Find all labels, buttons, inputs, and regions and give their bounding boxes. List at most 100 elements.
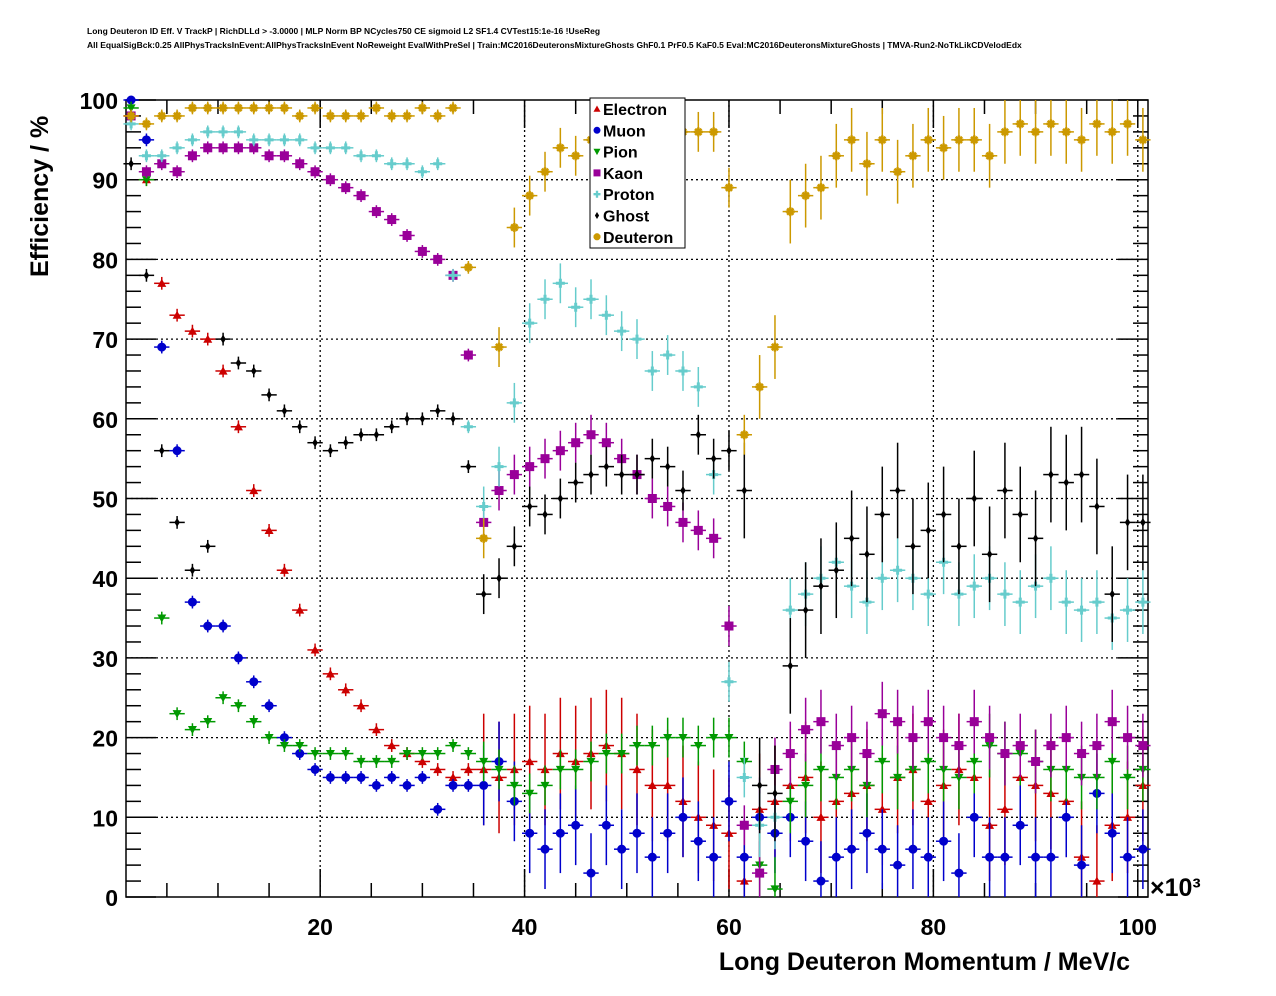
data-point	[644, 438, 660, 479]
data-point	[154, 109, 170, 123]
data-point	[797, 562, 814, 658]
circle-marker	[356, 772, 366, 782]
data-point	[338, 747, 354, 760]
data-point	[920, 817, 936, 897]
data-point	[981, 506, 998, 603]
cross-marker	[632, 334, 642, 344]
data-point	[338, 436, 354, 450]
triangle-down-marker	[893, 773, 903, 782]
cross-marker	[479, 501, 489, 511]
data-point	[828, 123, 844, 188]
triangle-down-marker	[1092, 773, 1102, 782]
data-point	[215, 141, 231, 155]
diamond-marker	[419, 414, 426, 424]
data-point	[246, 715, 262, 729]
square-marker	[279, 151, 289, 161]
data-point	[614, 809, 630, 890]
data-point	[215, 332, 231, 346]
legend-label: Deuteron	[603, 230, 673, 247]
triangle-down-marker	[157, 614, 167, 623]
square-marker	[141, 167, 151, 177]
data-point	[368, 101, 385, 115]
square-marker	[387, 215, 397, 225]
data-point	[292, 133, 308, 147]
triangle-down-marker	[371, 757, 381, 767]
triangle-down-marker	[264, 734, 274, 743]
data-point	[598, 295, 615, 336]
data-point	[261, 731, 277, 744]
diamond-marker	[848, 533, 855, 543]
data-point	[322, 444, 339, 458]
circle-marker	[295, 749, 305, 759]
y-tick-labels: 0 10 20 30 40 50 60 70 80 90 100	[80, 88, 118, 911]
diamond-marker	[465, 462, 472, 472]
triangle-up-marker	[816, 812, 826, 821]
cross-marker	[663, 350, 673, 360]
data-point	[659, 486, 676, 527]
data-point	[353, 149, 369, 163]
data-point	[322, 173, 339, 187]
diamond-marker	[787, 661, 793, 671]
circle-marker	[601, 820, 611, 830]
data-point	[920, 107, 936, 172]
legend-label: Muon	[603, 123, 646, 140]
data-point	[736, 414, 752, 455]
legend-label: Pion	[603, 145, 638, 162]
star-marker	[862, 159, 872, 169]
triangle-up-marker	[233, 422, 243, 431]
data-point	[1119, 578, 1136, 642]
star-marker	[908, 151, 918, 161]
data-point	[476, 741, 492, 782]
data-point	[951, 498, 967, 595]
star-marker	[923, 135, 933, 145]
data-point	[399, 109, 415, 123]
data-point	[322, 109, 339, 123]
cross-marker	[264, 135, 274, 145]
triangle-up-marker	[310, 645, 320, 654]
diamond-marker	[572, 478, 579, 488]
data-point	[1089, 570, 1105, 634]
diamond-icon	[594, 212, 600, 219]
legend: Electron Muon Pion Kaon Proton Ghost Deuteron	[589, 97, 686, 249]
square-marker	[525, 462, 535, 472]
circle-marker	[586, 868, 596, 878]
star-marker	[325, 111, 335, 121]
diamond-marker	[603, 462, 610, 472]
y-tick-label: 60	[92, 407, 118, 433]
diamond-marker	[235, 358, 242, 368]
data-point	[276, 404, 293, 418]
data-point	[506, 765, 523, 806]
triangle-down-marker	[555, 765, 565, 774]
data-point	[1135, 570, 1151, 634]
data-point	[353, 189, 369, 203]
cross-marker	[126, 119, 136, 129]
data-point	[414, 101, 431, 115]
diamond-marker	[159, 446, 165, 456]
circle-marker	[571, 820, 581, 830]
star-marker	[203, 103, 213, 113]
data-point	[935, 466, 952, 563]
data-point	[552, 263, 569, 304]
star-marker	[371, 103, 381, 113]
diamond-marker	[358, 430, 364, 440]
legend-item: Muon	[593, 123, 646, 140]
data-point	[705, 817, 722, 897]
legend-box	[589, 97, 686, 249]
circle-marker	[724, 796, 734, 806]
diamond-marker	[818, 581, 824, 591]
data-point	[307, 165, 323, 179]
data-point	[598, 733, 615, 774]
square-marker	[923, 717, 933, 727]
data-point	[414, 771, 431, 784]
data-point	[491, 558, 507, 599]
data-point	[506, 454, 523, 495]
star-marker	[494, 342, 504, 352]
triangle-up-marker	[387, 741, 397, 750]
circle-marker	[126, 95, 136, 105]
data-point	[1119, 100, 1136, 156]
data-point	[230, 356, 247, 370]
data-point	[353, 428, 369, 442]
data-point	[1027, 729, 1044, 794]
circle-marker	[939, 836, 949, 846]
